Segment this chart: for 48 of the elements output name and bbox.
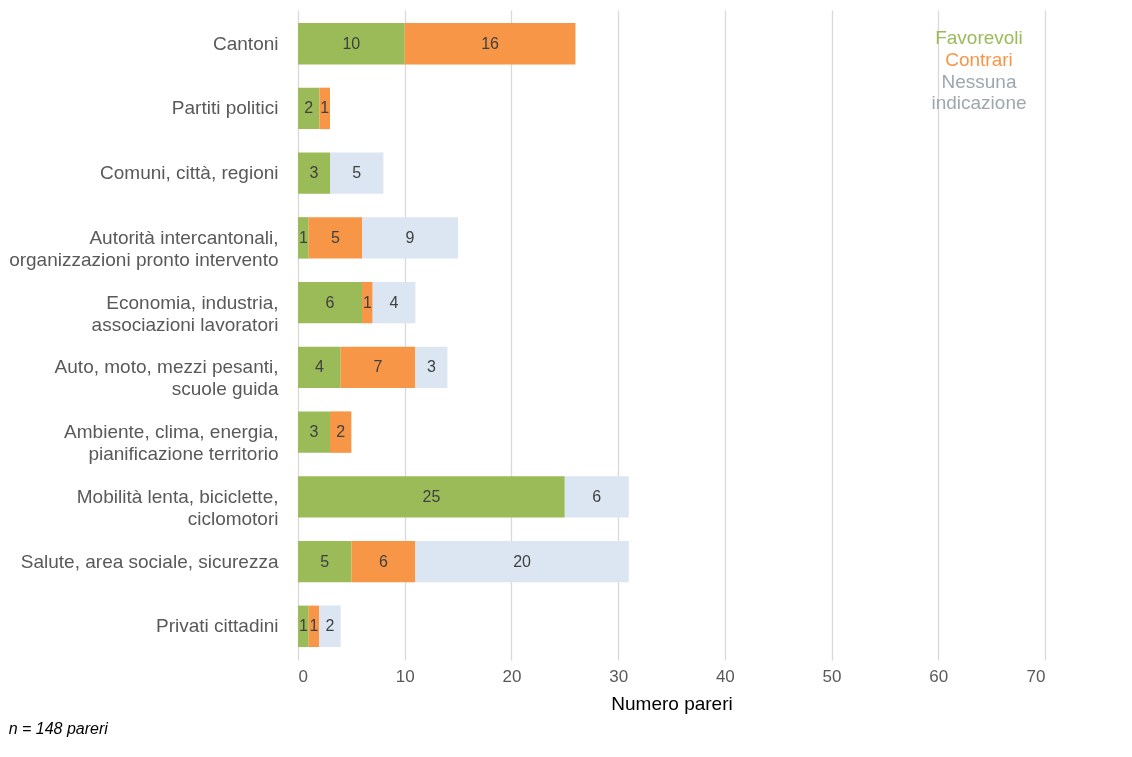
y-tick-label: Partiti politici	[171, 97, 279, 119]
data-label: 20	[513, 552, 532, 570]
data-label: 2	[336, 423, 346, 441]
x-axis-title: Numero pareri	[611, 692, 733, 714]
y-tick-label: Auto, moto, mezzi pesanti, scuole guida	[54, 356, 279, 400]
y-tick-label: Comuni, città, regioni	[100, 162, 279, 184]
y-tick-label: Salute, area sociale, sicurezza	[20, 550, 279, 572]
x-tick-label: 50	[822, 666, 842, 686]
x-tick-label: 60	[929, 666, 949, 686]
data-label: 6	[592, 487, 602, 505]
data-label: 1	[362, 293, 372, 311]
data-label: 6	[378, 552, 388, 570]
x-tick-label: 40	[715, 666, 735, 686]
data-label: 3	[309, 164, 319, 182]
x-tick-label: 30	[609, 666, 629, 686]
x-tick-label: 20	[502, 666, 522, 686]
data-label: 7	[373, 358, 383, 376]
y-tick-label: Privati cittadini	[156, 615, 279, 637]
y-tick-label: Cantoni	[213, 32, 279, 54]
y-tick-label: Mobilità lenta, biciclette, ciclomotori	[76, 485, 279, 529]
data-label: 4	[389, 293, 399, 311]
text: n = 148 pareri	[8, 720, 109, 737]
data-label: 1	[309, 617, 319, 635]
data-label: 9	[405, 228, 415, 246]
data-label: 2	[325, 617, 335, 635]
y-tick-label: Economia, industria, associazioni lavoratori	[91, 291, 279, 335]
data-label: 6	[325, 293, 335, 311]
data-label: 3	[426, 358, 436, 376]
data-label: 1	[320, 99, 330, 117]
data-label: 5	[320, 552, 330, 570]
text: Nessuna indicazione	[931, 70, 1027, 113]
data-label: 5	[330, 228, 340, 246]
data-label: 2	[304, 99, 314, 117]
data-label: 16	[481, 34, 500, 52]
text: Contrari	[945, 48, 1013, 70]
data-label: 10	[342, 34, 361, 52]
y-tick-label: Autorità intercantonali, organizzazioni pronto intervento	[9, 226, 279, 270]
x-tick-label: 0	[298, 666, 308, 686]
text: Favorevoli	[935, 26, 1023, 48]
x-tick-label: 70	[1026, 666, 1046, 686]
data-label: 3	[309, 423, 319, 441]
data-label: 25	[422, 487, 441, 505]
data-label: 1	[298, 617, 308, 635]
data-label: 5	[352, 164, 362, 182]
data-label: 1	[298, 228, 308, 246]
y-tick-label: Ambiente, clima, energia, pianificazione territorio	[64, 421, 279, 465]
data-label: 4	[314, 358, 324, 376]
x-tick-label: 10	[395, 666, 415, 686]
